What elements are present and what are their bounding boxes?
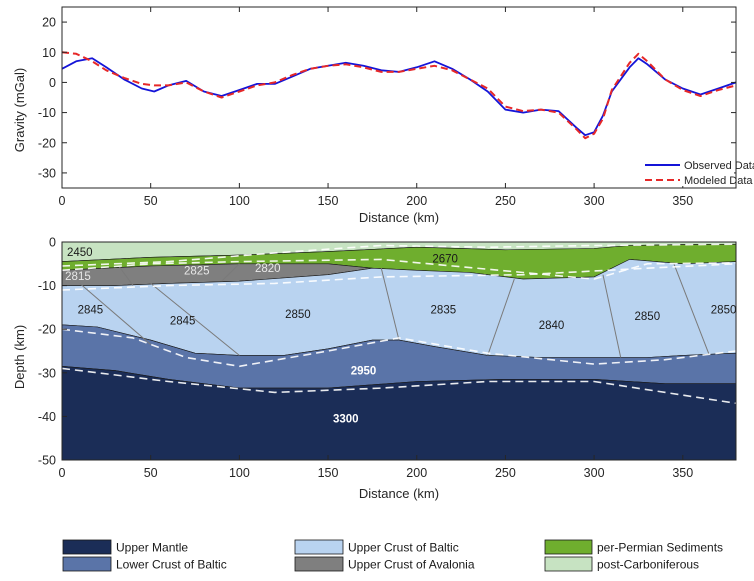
legend-swatch [62, 556, 112, 572]
depth-x-tick-label: 0 [59, 466, 66, 480]
depth-y-tick-label: -40 [38, 410, 56, 424]
gravity-x-axis-label: Distance (km) [359, 210, 439, 225]
depth-y-tick-label: -50 [38, 454, 56, 468]
depth-x-tick-label: 250 [495, 466, 516, 480]
depth-x-tick-label: 350 [672, 466, 693, 480]
gravity-y-tick-label: 20 [42, 16, 56, 30]
gravity-x-tick-label: 50 [144, 194, 158, 208]
legend-label: per-Permian Sediments [597, 541, 723, 555]
depth-y-axis-label: Depth (km) [12, 325, 27, 389]
block-boundary-line [79, 283, 152, 345]
gravity-plot-area [61, 7, 737, 188]
legend-label: Lower Crust of Baltic [116, 558, 227, 572]
depth-y-tick-label: -20 [38, 323, 56, 337]
depth-y-tick-label: -10 [38, 279, 56, 293]
legend-swatch [62, 539, 112, 555]
legend-swatch [294, 539, 344, 555]
depth-y-tick-label: -30 [38, 366, 56, 380]
gravity-y-tick-label: -10 [38, 106, 56, 120]
depth-x-tick-label: 200 [406, 466, 427, 480]
density-label: 2825 [184, 265, 210, 277]
legend-swatch [544, 539, 593, 555]
depth-x-tick-label: 100 [229, 466, 250, 480]
block-boundary-line [150, 283, 240, 356]
depth-y-tick-label: 0 [49, 236, 56, 250]
density-label: 2845 [170, 315, 196, 327]
gravity-legend-label: Modeled Data [684, 175, 753, 187]
layer-legend: Upper Mantle Lower Crust of Baltic Upper C… [62, 539, 723, 572]
gravity-y-tick-label: 10 [42, 46, 56, 60]
block-boundary-line [487, 278, 515, 356]
depth-x-axis-label: Distance (km) [359, 486, 439, 501]
depth-x-tick-label: 150 [318, 466, 339, 480]
gravity-x-tick-label: 150 [318, 194, 339, 208]
legend-swatch [544, 556, 593, 572]
block-boundary-line [118, 265, 134, 286]
density-label: 3300 [333, 414, 359, 426]
density-label: 2840 [539, 320, 565, 332]
density-label: 2850 [711, 305, 737, 317]
density-label: 2450 [67, 247, 93, 259]
legend-label: Upper Crust of Baltic [348, 541, 459, 555]
gravity-plot-background [62, 7, 736, 188]
legend-label: Upper Crust of Avalonia [348, 558, 475, 572]
gravity-axes-frame [61, 6, 737, 189]
gravity-y-tick-label: -30 [38, 166, 56, 180]
gravity-x-tick-label: 250 [495, 194, 516, 208]
block-boundary-line [673, 263, 710, 356]
density-label: 2850 [285, 309, 311, 321]
interface-dashed-line [61, 367, 737, 405]
legend-swatch [294, 556, 344, 572]
density-label: 2845 [78, 305, 104, 317]
legend-label: Upper Mantle [116, 541, 188, 555]
interface-dashed-line [61, 328, 737, 368]
depth-x-tick-label: 50 [144, 466, 158, 480]
gravity-legend-box [638, 156, 734, 186]
density-label: 2820 [255, 263, 281, 275]
block-boundary-line [380, 268, 400, 341]
density-label: 2670 [432, 254, 458, 266]
gravity-y-tick-label: -20 [38, 136, 56, 150]
gravity-legend-label: Observed Data [684, 160, 754, 172]
gravity-x-tick-label: 350 [672, 194, 693, 208]
gravity-y-tick-label: 0 [49, 76, 56, 90]
gravity-x-tick-label: 200 [406, 194, 427, 208]
gravity-y-axis-label: Gravity (mGal) [12, 68, 27, 153]
interface-dashed-line [61, 263, 737, 291]
gravity-x-tick-label: 100 [229, 194, 250, 208]
block-boundary-line [221, 263, 240, 282]
gravity-series-line-modeled [61, 51, 737, 140]
depth-x-tick-label: 300 [584, 466, 605, 480]
density-label: 2950 [351, 366, 377, 378]
density-label: 2815 [65, 271, 91, 283]
density-label: 2850 [635, 311, 661, 323]
interface-dashed-line [61, 258, 737, 280]
gravity-x-tick-label: 0 [59, 194, 66, 208]
legend-label: post-Carboniferous [597, 558, 699, 572]
depth-axes: 0-10-20-30-40-500 50 100 150 200 250 300 350 [38, 236, 737, 480]
gravity-x-tick-label: 300 [584, 194, 605, 208]
depth-plot-area: 2450 2670 2815 2825 2820 2845 2845 2850 2835 2840… [61, 241, 737, 461]
block-boundary-line [602, 274, 622, 358]
density-label: 2835 [431, 305, 457, 317]
interface-dashed-line [61, 243, 737, 267]
gravity-legend: Observed Data Modeled Data [638, 156, 754, 187]
depth-panel: 2450 2670 2815 2825 2820 2845 2845 2850 2835 2840… [12, 236, 737, 501]
depth-axes-frame [61, 241, 737, 461]
